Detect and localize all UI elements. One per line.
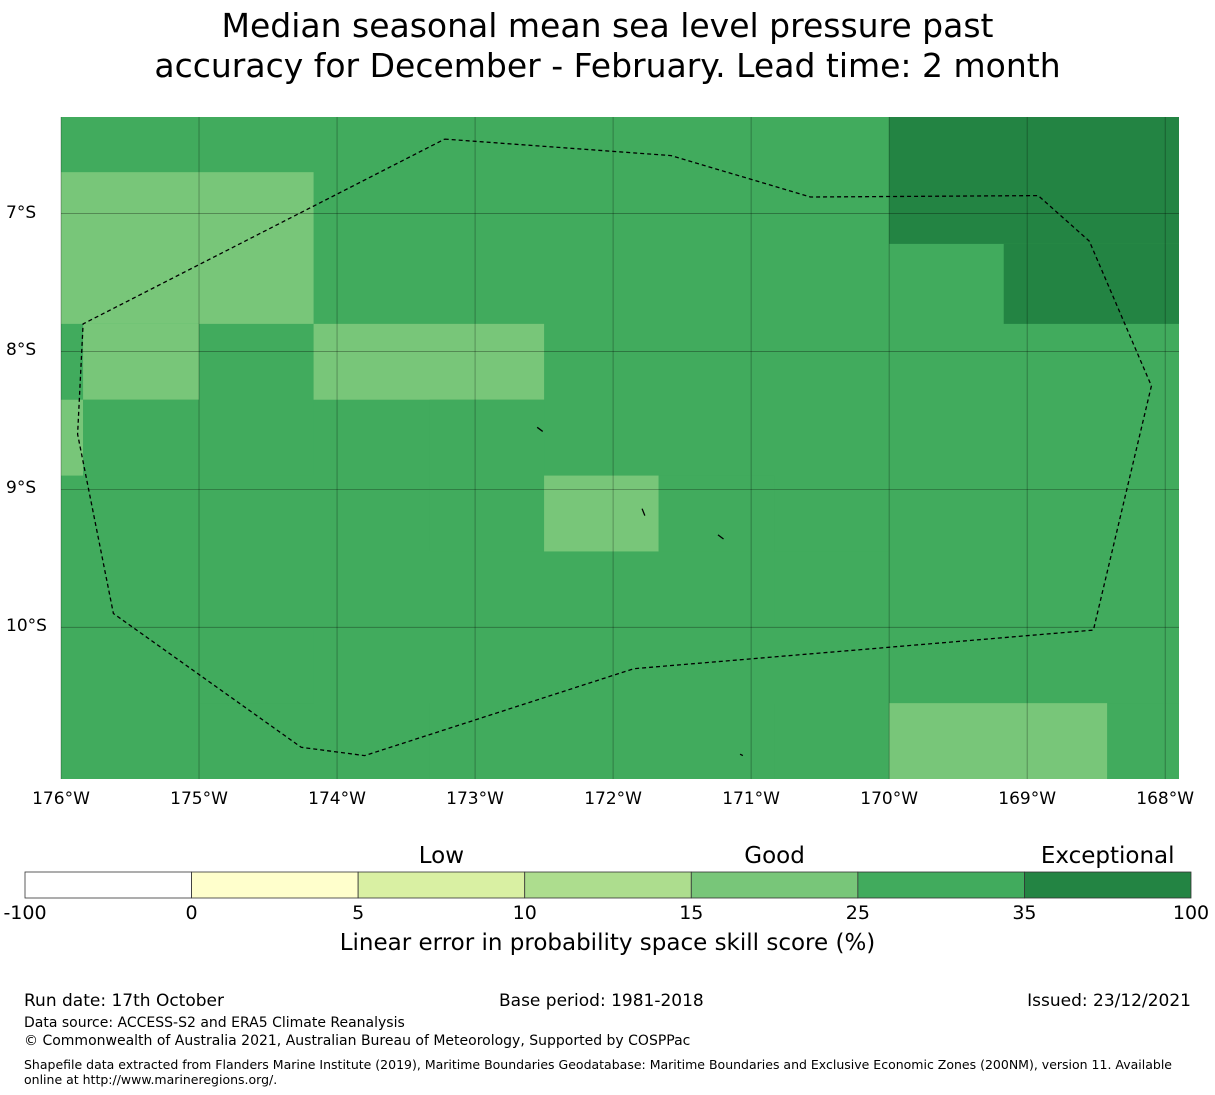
eez-boundary-line — [76, 138, 1153, 757]
grid-cell — [429, 703, 775, 779]
grid-cell — [83, 399, 200, 476]
latitude-label: 9°S — [6, 478, 37, 499]
colorbar-bin — [357, 871, 526, 899]
island-outline — [739, 753, 744, 757]
colorbar-bin — [857, 871, 1025, 899]
latitude-label: 7°S — [6, 202, 37, 223]
grid-cell — [889, 117, 1179, 244]
grid-cell — [658, 475, 775, 552]
grid-cell — [83, 323, 200, 400]
grid-cell — [1003, 243, 1179, 324]
colorbar-tick-label: 100 — [1172, 902, 1210, 924]
longitude-label: 169°W — [998, 789, 1057, 809]
island-outline — [717, 534, 724, 540]
longitude-label: 172°W — [584, 789, 642, 809]
colorbar-category-label: Low — [418, 843, 465, 869]
colorbar-tick-label: 25 — [845, 902, 870, 924]
grid-cell — [199, 323, 314, 476]
grid-cell — [1165, 627, 1179, 704]
map-title-line-1: Median seasonal mean sea level pressure … — [221, 6, 994, 45]
longitude-label: 173°W — [446, 789, 504, 809]
copyright-notice: © Commonwealth of Australia 2021, Austra… — [24, 1033, 691, 1049]
longitude-label: 175°W — [170, 789, 228, 809]
longitude-label: 171°W — [722, 789, 780, 809]
longitude-label: 168°W — [1136, 789, 1195, 809]
colorbar-bin — [524, 871, 692, 899]
base-period: Base period: 1981-2018 — [499, 991, 704, 1011]
colorbar-bin — [24, 871, 192, 899]
colorbar — [24, 871, 1192, 899]
colorbar-tick-label: -100 — [3, 902, 47, 924]
grid-cell — [774, 551, 890, 628]
grid-cell — [313, 323, 545, 400]
map-title-line-2: accuracy for December - February. Lead t… — [154, 46, 1061, 85]
latitude-label: 8°S — [6, 340, 37, 361]
longitude-label: 170°W — [860, 789, 919, 809]
grid-cell — [61, 399, 84, 476]
island-outline — [641, 508, 646, 516]
issued-date: Issued: 23/12/2021 — [1027, 991, 1191, 1011]
grid-cell — [889, 703, 1108, 779]
grid-cell — [544, 475, 659, 552]
colorbar-axis-label: Linear error in probability space skill … — [339, 930, 876, 956]
colorbar-bin — [690, 871, 859, 899]
longitude-label: 176°W — [32, 789, 90, 809]
skill-score-map — [60, 117, 1179, 779]
colorbar-category-label: Good — [744, 843, 805, 869]
grid-cell — [429, 399, 545, 552]
island-outline — [536, 426, 544, 432]
run-date: Run date: 17th October — [24, 991, 224, 1011]
colorbar-tick-label: 0 — [185, 902, 198, 924]
colorbar-tick-label: 15 — [679, 902, 704, 924]
longitude-label: 174°W — [308, 789, 366, 809]
data-source: Data source: ACCESS-S2 and ERA5 Climate … — [24, 1015, 405, 1031]
colorbar-bin — [191, 871, 359, 899]
grid-cell — [889, 627, 1166, 704]
grid-cell — [1107, 703, 1179, 779]
shapefile-credit: Shapefile data extracted from Flanders M… — [24, 1057, 1172, 1087]
grid-cell — [199, 627, 314, 704]
colorbar-bin — [1024, 871, 1192, 899]
colorbar-tick-label: 10 — [512, 902, 537, 924]
latitude-label: 10°S — [6, 616, 47, 637]
colorbar-tick-label: 35 — [1012, 902, 1037, 924]
colorbar-category-label: Exceptional — [1040, 843, 1175, 869]
colorbar-tick-label: 5 — [352, 902, 365, 924]
map-title: Median seasonal mean sea level pressure … — [0, 6, 1215, 86]
grid-cell — [61, 172, 314, 324]
grid-cell — [61, 323, 84, 400]
